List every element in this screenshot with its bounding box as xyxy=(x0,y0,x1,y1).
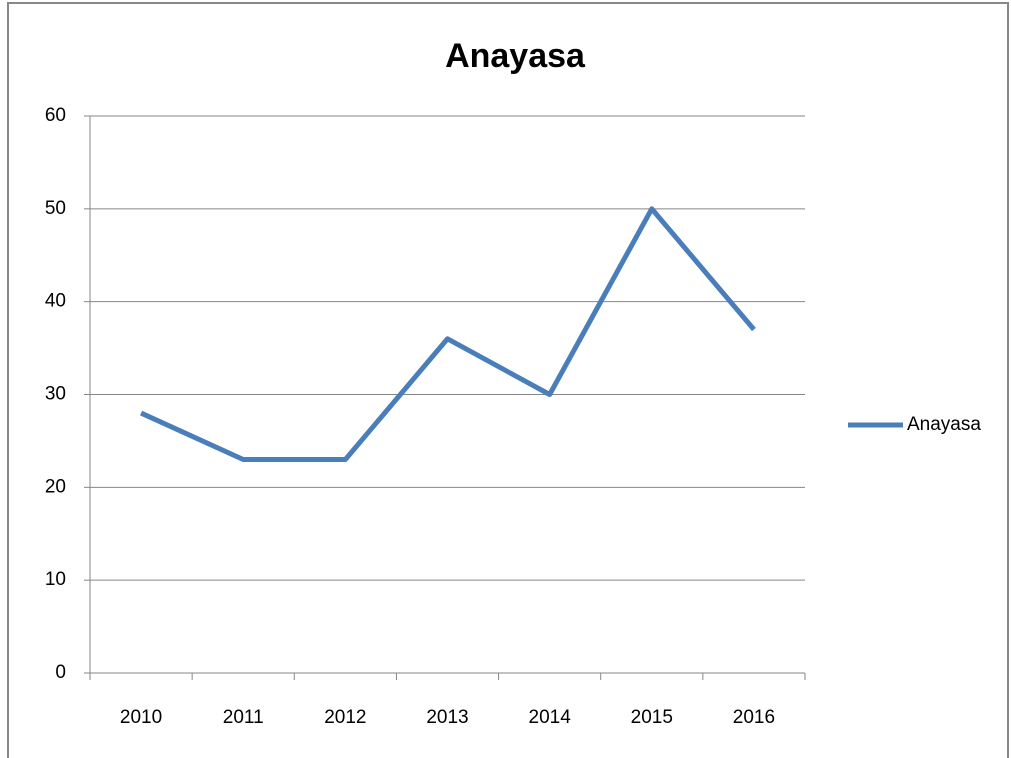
data-line xyxy=(140,206,756,462)
y-tick-label: 60 xyxy=(45,105,66,126)
legend-label: Anayasa xyxy=(907,414,981,435)
y-tick-label: 30 xyxy=(45,384,66,405)
x-tick-label: 2016 xyxy=(733,707,775,728)
x-tick-label: 2012 xyxy=(324,707,366,728)
x-tick-label: 2014 xyxy=(529,707,572,728)
chart-frame xyxy=(7,2,1009,758)
y-tick-label: 40 xyxy=(45,291,66,312)
x-tick-label: 2011 xyxy=(223,707,264,728)
y-tick-label: 0 xyxy=(55,662,66,683)
x-tick-label: 2013 xyxy=(426,707,468,728)
y-tick-label: 50 xyxy=(45,198,66,219)
y-tick-label: 10 xyxy=(45,569,66,590)
x-tick-label: 2010 xyxy=(120,707,162,728)
x-tick-label: 2015 xyxy=(631,707,673,728)
y-tick-label: 20 xyxy=(45,476,66,497)
chart-title: Anayasa xyxy=(445,37,586,75)
